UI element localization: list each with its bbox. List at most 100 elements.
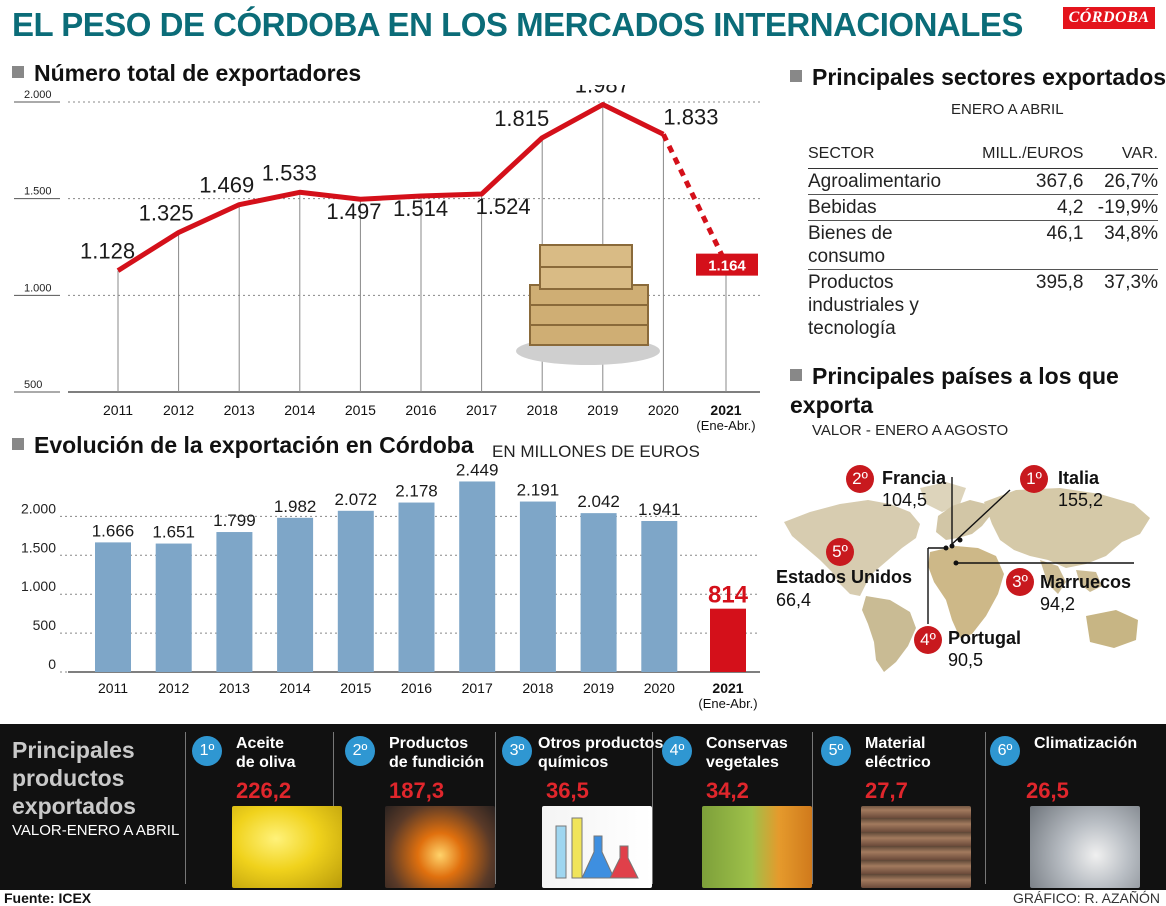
x-tick-label: 2017 (462, 680, 493, 696)
product-item: 6º Climatización 26,5 (990, 734, 1140, 888)
data-label: 814 (708, 582, 749, 609)
data-label: 1.469 (199, 173, 254, 198)
country-rank-badge: 4º (914, 626, 942, 654)
product-value: 226,2 (236, 778, 292, 803)
x-tick-label: 2015 (340, 680, 371, 696)
product-name: Productos de fundición (389, 735, 485, 771)
x-tick-label: 2018 (527, 402, 558, 418)
data-label: 2.072 (335, 490, 378, 509)
product-rank-badge: 3º (502, 736, 532, 766)
x-tick-label: 2019 (587, 402, 618, 418)
country-name: Portugal (948, 628, 1022, 648)
y-tick-label: 500 (24, 379, 42, 391)
data-label: 1.524 (476, 194, 531, 219)
product-divider (495, 732, 496, 884)
product-value: 187,3 (389, 778, 445, 803)
preserves-photo (702, 806, 812, 888)
product-divider (652, 732, 653, 884)
data-label: 1.799 (213, 511, 256, 530)
column-header: MILL./EUROS (958, 145, 1084, 169)
table-row: Bienes de consumo 46,1 34,8% (808, 220, 1158, 270)
country-rank-badge: 3º (1006, 568, 1034, 596)
products-title: Principales productos exportados (12, 737, 136, 819)
bar (398, 502, 435, 672)
country-rank-badge: 2º (846, 465, 874, 493)
country-name: Italia (1058, 468, 1100, 488)
data-label: 1.514 (393, 196, 448, 221)
x-tick-label: 2012 (158, 680, 189, 696)
x-tick-label: 2011 (98, 680, 128, 696)
product-rank-badge: 5º (821, 736, 851, 766)
product-divider (185, 732, 186, 884)
data-label: 1.982 (274, 497, 317, 516)
table-cell: 37,3% (1104, 272, 1158, 293)
table-row: Agroalimentario 367,6 26,7% (808, 168, 1158, 195)
x-tick-label: 2013 (224, 402, 255, 418)
newspaper-logo: CÓRDOBA (1063, 7, 1155, 29)
product-rank-badge: 1º (192, 736, 222, 766)
product-item: 4º Conservas vegetales 34,2 (662, 734, 812, 888)
country-name: Francia (882, 468, 947, 488)
bar (155, 543, 192, 672)
y-tick-label: 500 (33, 617, 57, 633)
countries-title: Principales países a los que exporta (790, 363, 1119, 418)
chemicals-photo (542, 806, 652, 888)
bar (277, 517, 314, 672)
product-divider (812, 732, 813, 884)
data-label: 2.449 (456, 460, 499, 479)
table-cell: -19,9% (1083, 194, 1158, 221)
projection-label-box (696, 253, 758, 276)
product-value: 34,2 (706, 778, 749, 803)
table-cell: 34,8% (1083, 220, 1158, 270)
exports-bar-chart: 0 500 1.000 1.500 2.000 1.666 2011 1.651 2012 1.7… (21, 460, 760, 711)
country-rank-badge: 5º (826, 538, 854, 566)
hvac-photo (1030, 806, 1140, 888)
product-name: Material eléctrico (865, 735, 931, 771)
data-label: 1.325 (139, 201, 194, 226)
data-label: 1.128 (80, 239, 135, 264)
x-tick-label: 2014 (284, 402, 315, 418)
y-tick-label: 0 (48, 656, 56, 672)
x-tick-label: 2021 (712, 680, 743, 696)
bar (519, 501, 556, 672)
data-label: 2.178 (395, 482, 438, 501)
table-cell: 26,7% (1083, 168, 1158, 195)
section-marker-icon (790, 70, 802, 82)
bar (641, 520, 678, 672)
bar (216, 532, 253, 672)
data-label: 1.533 (262, 160, 317, 185)
product-item: 2º Productos de fundición 187,3 (345, 734, 495, 888)
main-title: EL PESO DE CÓRDOBA EN LOS MERCADOS INTER… (12, 6, 1023, 43)
world-map-shapes (784, 477, 1150, 672)
product-rank-badge: 2º (345, 736, 375, 766)
data-label: 1.815 (494, 106, 549, 131)
product-item: 5º Material eléctrico 27,7 (821, 734, 971, 888)
table-cell: 395,8 (1035, 272, 1084, 293)
column-header: SECTOR (808, 145, 958, 169)
crate-bottom (529, 284, 649, 346)
world-map: 1º Italia 155,2 2º Francia 104,5 3º Marr… (770, 460, 1160, 675)
data-label: 1.666 (92, 521, 135, 540)
exporters-line (116, 102, 665, 273)
country-name: Marruecos (1040, 572, 1132, 592)
x-tick-label: 2018 (522, 680, 553, 696)
exporters-chart-title: Número total de exportadores (12, 60, 361, 87)
product-name: Aceite de oliva (236, 735, 296, 771)
sectors-title: Principales sectores exportados (790, 63, 1166, 92)
x-tick-label: 2020 (644, 680, 675, 696)
section-marker-icon (790, 369, 802, 381)
exports-chart-subtitle: EN MILLONES DE EUROS (492, 442, 700, 461)
table-cell: Bebidas (808, 194, 958, 221)
product-rank-badge: 4º (662, 736, 692, 766)
table-cell: 46,1 (958, 220, 1084, 270)
y-tick-label: 1.500 (24, 186, 52, 198)
table-cell: Bienes de consumo (808, 220, 958, 270)
country-value: 94,2 (1040, 594, 1076, 614)
x-tick-label: 2016 (405, 402, 436, 418)
data-label: 1.833 (663, 104, 718, 129)
graphic-credit: GRÁFICO: R. AZAÑÓN (1012, 890, 1160, 906)
y-tick-label: 1.500 (21, 539, 56, 555)
product-name: Conservas vegetales (706, 735, 788, 771)
data-label: 1.941 (638, 500, 681, 519)
products-subtitle: VALOR-ENERO A ABRIL (12, 822, 180, 839)
